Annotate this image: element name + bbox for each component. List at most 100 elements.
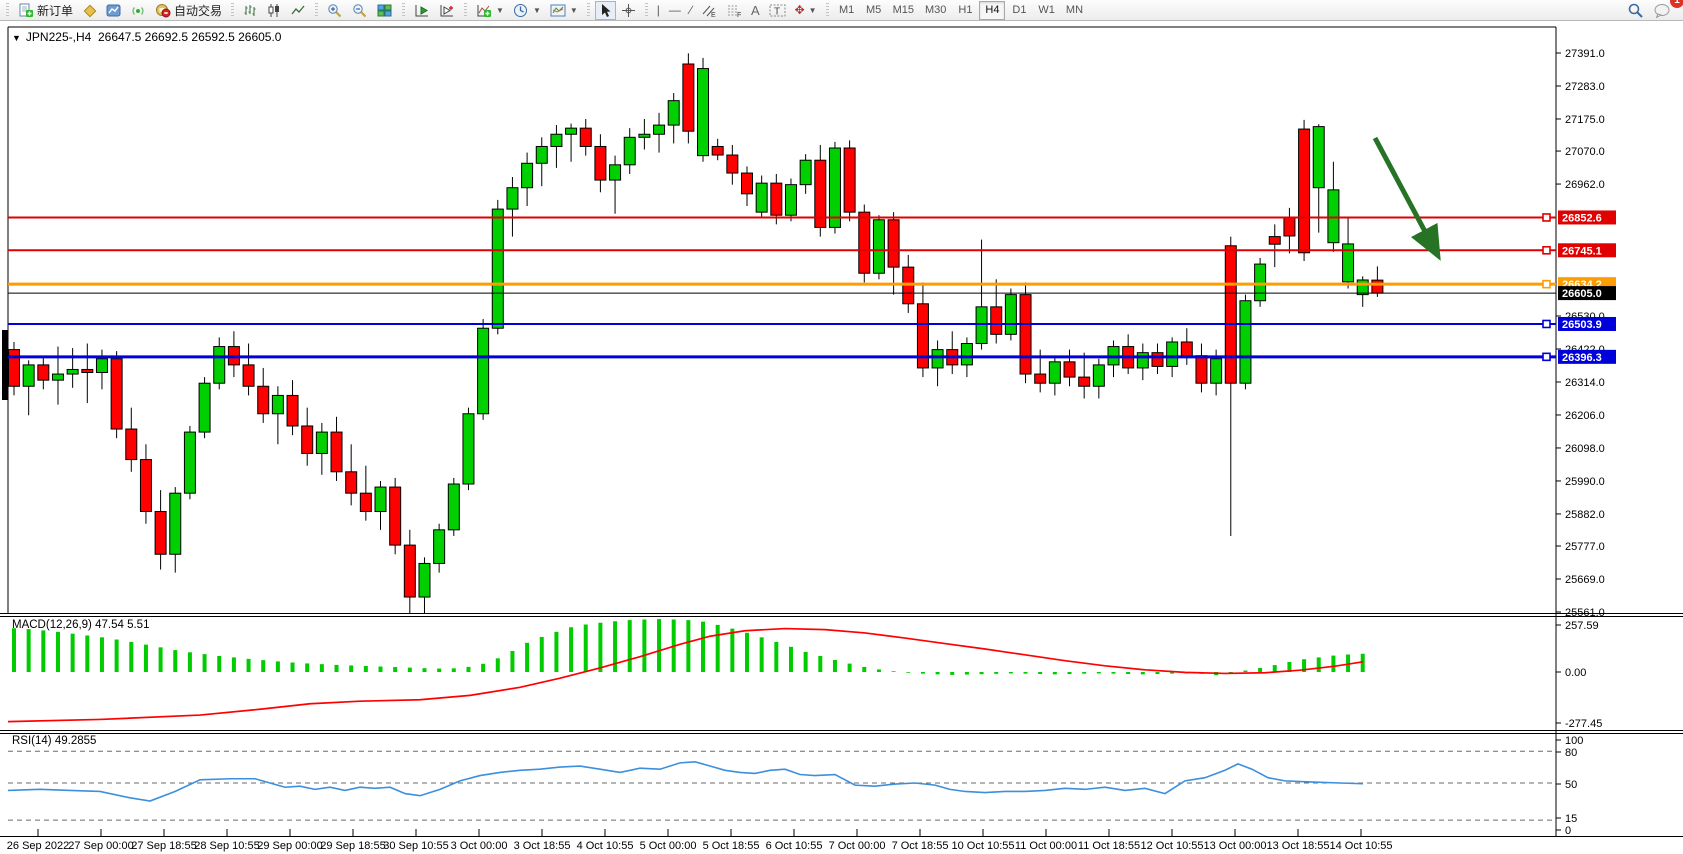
trendline-button[interactable]: ∕ [686,1,696,20]
candle [8,349,20,387]
timeframe-d1-button[interactable]: D1 [1006,1,1032,20]
candle [682,63,695,132]
line-handle[interactable] [1542,213,1551,222]
search-icon [1628,3,1643,18]
price-tick-label: 25882.0 [1565,509,1605,521]
crosshair-button[interactable] [617,1,640,20]
signals-button[interactable] [127,1,150,20]
tile-windows-button[interactable] [373,1,397,20]
macd-axis-label: 0.00 [1565,667,1586,679]
sell-annotation-arrow[interactable] [1372,136,1441,261]
vertical-line-button[interactable]: | [653,1,664,20]
horizontal-line-button[interactable]: — [665,1,685,20]
price-chip-label: 26745.1 [1562,245,1602,257]
indicators-button[interactable]: ▼ [472,1,508,20]
periods-button[interactable]: ▼ [509,1,545,20]
timeframe-m30-button[interactable]: M30 [920,1,951,20]
bar-chart-button[interactable] [239,1,262,20]
time-tick-label: 26 Sep 2022 [7,840,69,852]
timeframe-h4-button[interactable]: H4 [979,0,1006,20]
candle [330,431,343,473]
trendline-icon: ∕ [689,3,692,17]
text-label-icon: T [769,4,786,17]
price-tick-label: 27175.0 [1565,114,1605,126]
candle [447,483,460,531]
arrows-button[interactable]: ✥ ▼ [791,1,821,20]
chat-bubble-icon [1654,4,1670,18]
candle [37,364,50,381]
symbol-ohlc: 26647.5 26692.5 26592.5 26605.0 [97,30,282,44]
timeframe-m1-button[interactable]: M1 [834,1,860,20]
chart-shift-button[interactable] [435,1,459,20]
price-chip [1558,243,1616,258]
line-chart-button[interactable] [287,1,310,20]
candle [1239,300,1252,384]
timeframe-mn-button[interactable]: MN [1061,1,1088,20]
zoom-out-button[interactable] [348,1,372,20]
periods-caret-icon: ▼ [532,5,541,15]
candle [799,159,812,186]
zoom-in-button[interactable] [323,1,347,20]
equidistant-channel-button[interactable]: E [697,1,721,20]
candle [1268,236,1281,245]
timeframe-h1-button[interactable]: H1 [952,1,978,20]
equidistant-channel-icon: E [702,5,716,18]
arrows-caret-icon: ▼ [808,5,817,15]
toolbar-grip [315,2,319,18]
zoom-out-icon [353,3,367,17]
toolbox-button[interactable] [78,1,101,20]
chat-button[interactable] [1649,1,1675,20]
new-order-label: 新订单 [37,3,74,18]
macd-axis-label: -277.45 [1565,718,1602,730]
line-handle[interactable] [1542,245,1551,255]
price-chip [1558,316,1616,331]
candle [345,471,358,494]
fibonacci-button[interactable]: F [722,1,746,20]
new-order-button[interactable]: 新订单 [14,1,77,20]
candle [755,182,768,213]
line-handle[interactable] [1542,319,1551,329]
cursor-button[interactable] [594,0,616,20]
templates-button[interactable]: ▼ [546,1,582,20]
text-label-button[interactable]: T [765,1,790,20]
autotrading-button[interactable]: 自动交易 [151,1,226,20]
time-tick-label: 12 Oct 10:55 [1141,840,1204,852]
search-button[interactable] [1623,1,1648,20]
price-tick-label: 26962.0 [1565,179,1605,191]
svg-text:T: T [774,6,780,17]
text-button[interactable]: A [747,1,764,20]
symbol-dropdown-icon[interactable]: ▼ [12,33,21,43]
candle [286,394,299,427]
candle [183,431,196,494]
candle [770,182,783,216]
auto-scroll-button[interactable] [410,1,434,20]
autotrading-label: 自动交易 [174,3,223,18]
time-tick-label: 11 Oct 18:55 [1078,840,1140,852]
current-price-chip-label: 26605.0 [1562,288,1602,300]
candlestick-chart-button[interactable] [263,1,286,20]
candle [960,342,973,366]
candle [125,428,138,461]
symbol-name: JPN225-,H4 [25,30,92,44]
candle [1063,361,1076,378]
timeframe-m15-button[interactable]: M15 [888,1,919,20]
line-handle[interactable] [1542,279,1551,289]
price-chip-label: 26396.3 [1562,352,1602,364]
timeframe-m5-button[interactable]: M5 [861,1,887,20]
candle [1078,376,1091,387]
line-handle[interactable] [1542,352,1551,362]
candle [491,208,504,329]
candle [594,145,607,181]
notification-badge[interactable]: 1 [1670,0,1683,8]
candle [51,373,64,381]
price-tick-label: 26314.0 [1565,377,1605,389]
toolbar-grip [825,2,829,18]
autotrading-icon [156,3,171,17]
rsi-label: RSI(14) 49.2855 [12,735,97,747]
new-chart-button[interactable] [102,1,126,20]
candle [623,136,636,166]
candle [1004,294,1017,335]
time-tick-label: 3 Oct 18:55 [514,840,571,852]
toolbox-icon [83,4,97,17]
timeframe-w1-button[interactable]: W1 [1033,1,1060,20]
